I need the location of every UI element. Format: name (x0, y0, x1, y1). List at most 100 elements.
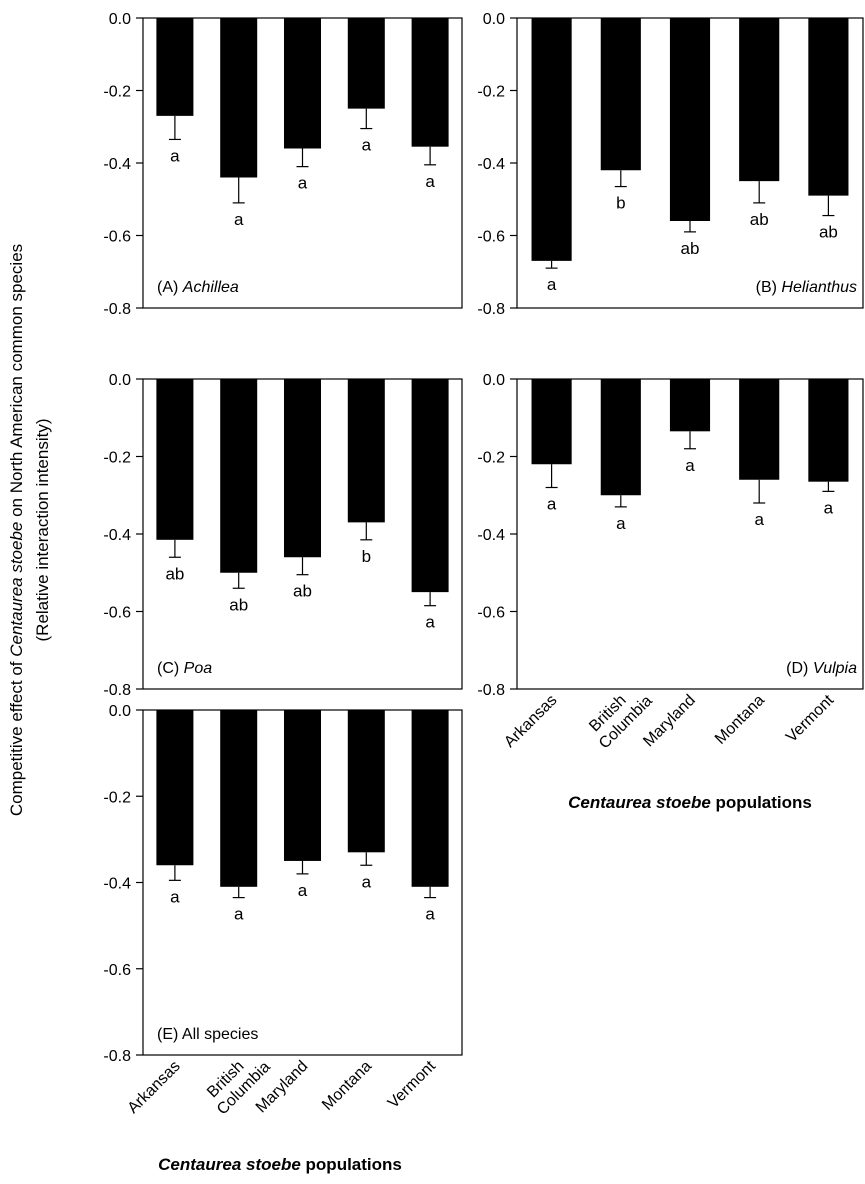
bar (283, 18, 322, 149)
x-category-label-line: Vermont (385, 1057, 440, 1112)
x-category-label-line: Vermont (783, 691, 838, 746)
bar (600, 18, 641, 171)
y-tick-label: -0.8 (103, 1048, 131, 1065)
x-axis-title-right: Centaurea stoebe populations (568, 793, 812, 812)
significance-letter: a (362, 136, 372, 155)
significance-letter: a (170, 146, 180, 165)
panel-label-name: Achillea (182, 279, 239, 296)
panel-a: 0.0 -0.2 -0.4 -0.6 -0.8 a a a a a (A) Achillea (103, 11, 463, 318)
significance-letter: a (362, 872, 372, 891)
significance-letter: a (234, 210, 244, 229)
bar (739, 379, 780, 480)
panel-label-name: Poa (184, 660, 213, 677)
x-category-label: Arkansas (125, 1058, 184, 1117)
y-tick-label: -0.8 (103, 682, 131, 699)
y-tick-label: -0.2 (103, 450, 131, 467)
x-category-label: Montana (319, 1058, 375, 1114)
panel-label-name: All species (182, 1026, 258, 1043)
y-tick-label: -0.4 (103, 156, 131, 173)
x-category-label: Vermont (385, 1057, 440, 1112)
bar (531, 18, 572, 261)
bar (347, 18, 385, 109)
y-tick-label: -0.4 (477, 156, 505, 173)
y-tick-label: -0.8 (477, 682, 505, 699)
bar (156, 379, 194, 540)
panel-label-prefix: (E) (157, 1026, 182, 1043)
bar (411, 710, 449, 887)
bar (156, 710, 194, 866)
significance-letter: a (547, 495, 557, 514)
significance-letter: a (547, 275, 557, 294)
x-category-label-line: Montana (319, 1058, 375, 1114)
y-tick-label: 0.0 (109, 372, 131, 389)
bar (283, 379, 322, 558)
y-tick-label: -0.6 (477, 605, 505, 622)
panel-label: (B) Helianthus (756, 279, 857, 296)
panel-label: (A) Achillea (157, 279, 239, 296)
significance-letter: ab (229, 595, 248, 614)
panel-d: 0.0 -0.2 -0.4 -0.6 -0.8 a a a a a (D) Vulpia Arkans… (477, 372, 864, 752)
panel-label: (E) All species (157, 1026, 258, 1043)
x-category-label: Arkansas (501, 692, 560, 751)
x-category-label: Montana (712, 692, 768, 748)
bar (411, 18, 449, 147)
significance-letter: ab (165, 564, 184, 583)
significance-letter: a (234, 905, 244, 924)
significance-letter: a (685, 456, 695, 475)
significance-letter: ab (819, 223, 838, 242)
y-tick-label: 0.0 (483, 372, 505, 389)
x-axis-title-left: Centaurea stoebe populations (158, 1155, 402, 1174)
y-tick-label: -0.6 (103, 229, 131, 246)
significance-letter: a (425, 172, 435, 191)
x-category-label: Vermont (783, 691, 838, 746)
bar (220, 710, 258, 887)
bar (411, 379, 449, 593)
x-category-label-line: Arkansas (501, 692, 560, 751)
significance-letter: a (616, 514, 626, 533)
y-tick-label: -0.6 (477, 229, 505, 246)
y-tick-label: -0.6 (103, 605, 131, 622)
significance-letter: b (616, 194, 625, 213)
significance-letter: a (754, 510, 764, 529)
y-tick-label: -0.4 (103, 876, 131, 893)
y-tick-label: 0.0 (483, 11, 505, 28)
bar (739, 18, 780, 182)
bar (220, 18, 258, 178)
panel-c: 0.0 -0.2 -0.4 -0.6 -0.8 ab ab ab b a (C) Poa (103, 372, 463, 699)
panel-label-prefix: (C) (157, 660, 184, 677)
x-category-label-line: Montana (712, 692, 768, 748)
bar (283, 710, 322, 861)
y-tick-label: -0.6 (103, 962, 131, 979)
significance-letter: b (362, 547, 371, 566)
significance-letter: a (170, 887, 180, 906)
y-axis-label-line1: Competitive effect of Centaurea stoebe o… (7, 244, 26, 816)
bar (669, 18, 711, 221)
y-axis-label-line2: (Relative interaction intensity) (33, 419, 52, 642)
significance-letter: ab (293, 582, 312, 601)
y-tick-label: -0.2 (103, 789, 131, 806)
chart-panels: 0.0 -0.2 -0.4 -0.6 -0.8 a a a a a (A) Achillea 0.0 -… (103, 11, 864, 1118)
x-category-label-line: Arkansas (125, 1058, 184, 1117)
y-tick-label: -0.2 (103, 84, 131, 101)
panel-label: (C) Poa (157, 660, 212, 677)
bar (669, 379, 711, 432)
panel-label-prefix: (A) (157, 279, 183, 296)
panel-label-name: Vulpia (813, 660, 857, 677)
significance-letter: a (298, 174, 308, 193)
y-tick-label: -0.2 (477, 450, 505, 467)
y-tick-label: -0.8 (477, 301, 505, 318)
bar (347, 379, 385, 523)
y-tick-label: 0.0 (109, 703, 131, 720)
y-tick-label: -0.4 (477, 527, 505, 544)
bar (156, 18, 194, 116)
significance-letter: a (425, 905, 435, 924)
significance-letter: ab (681, 239, 700, 258)
significance-letter: ab (750, 210, 769, 229)
panel-label-prefix: (D) (786, 660, 813, 677)
y-tick-label: -0.8 (103, 301, 131, 318)
significance-letter: a (824, 498, 834, 517)
y-tick-label: -0.4 (103, 527, 131, 544)
